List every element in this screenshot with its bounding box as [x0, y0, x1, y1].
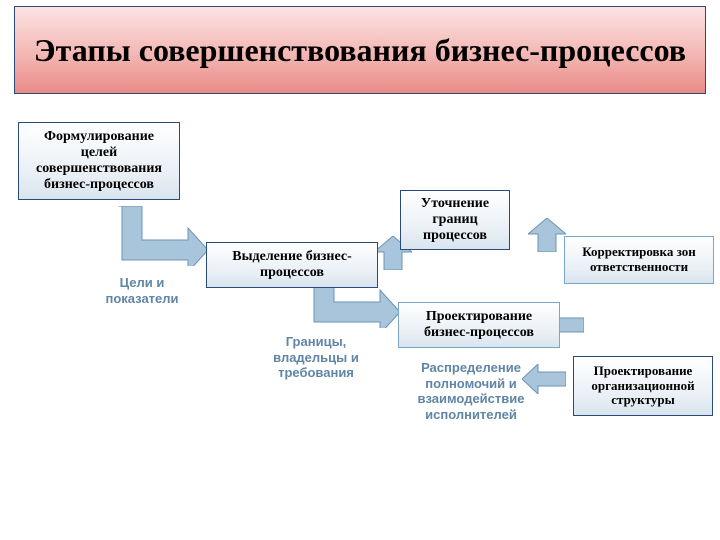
step-box-3: Проектирование бизнес-процессов — [398, 302, 560, 348]
step-box-2-text: Уточнение границ процессов — [407, 196, 503, 244]
step-box-5-text: Проектирование организационной структуры — [580, 364, 706, 409]
caption-0-text: Цели и показатели — [105, 275, 178, 306]
arrow-3 — [528, 218, 566, 252]
step-box-4: Корректировка зон ответственности — [564, 236, 714, 284]
arrow-0 — [118, 206, 208, 266]
step-box-5: Проектирование организационной структуры — [573, 356, 713, 416]
page-title-text: Этапы совершенствования бизнес-процессов — [34, 32, 686, 69]
step-box-0-text: Формулирование целей совершенствования б… — [25, 129, 173, 193]
step-box-1-text: Выделение бизнес-процессов — [213, 249, 371, 281]
step-box-3-text: Проектирование бизнес-процессов — [405, 309, 553, 341]
caption-0: Цели и показатели — [92, 275, 192, 306]
step-box-2: Уточнение границ процессов — [400, 190, 510, 250]
step-box-1: Выделение бизнес-процессов — [206, 242, 378, 288]
caption-1-text: Границы, владельцы и требования — [273, 334, 359, 380]
caption-2: Распределение полномочий и взаимодействи… — [396, 360, 546, 422]
page-title: Этапы совершенствования бизнес-процессов — [14, 6, 706, 94]
step-box-0: Формулирование целей совершенствования б… — [18, 122, 180, 200]
caption-1: Границы, владельцы и требования — [256, 334, 376, 381]
caption-2-text: Распределение полномочий и взаимодействи… — [417, 360, 524, 422]
step-box-4-text: Корректировка зон ответственности — [571, 245, 707, 275]
